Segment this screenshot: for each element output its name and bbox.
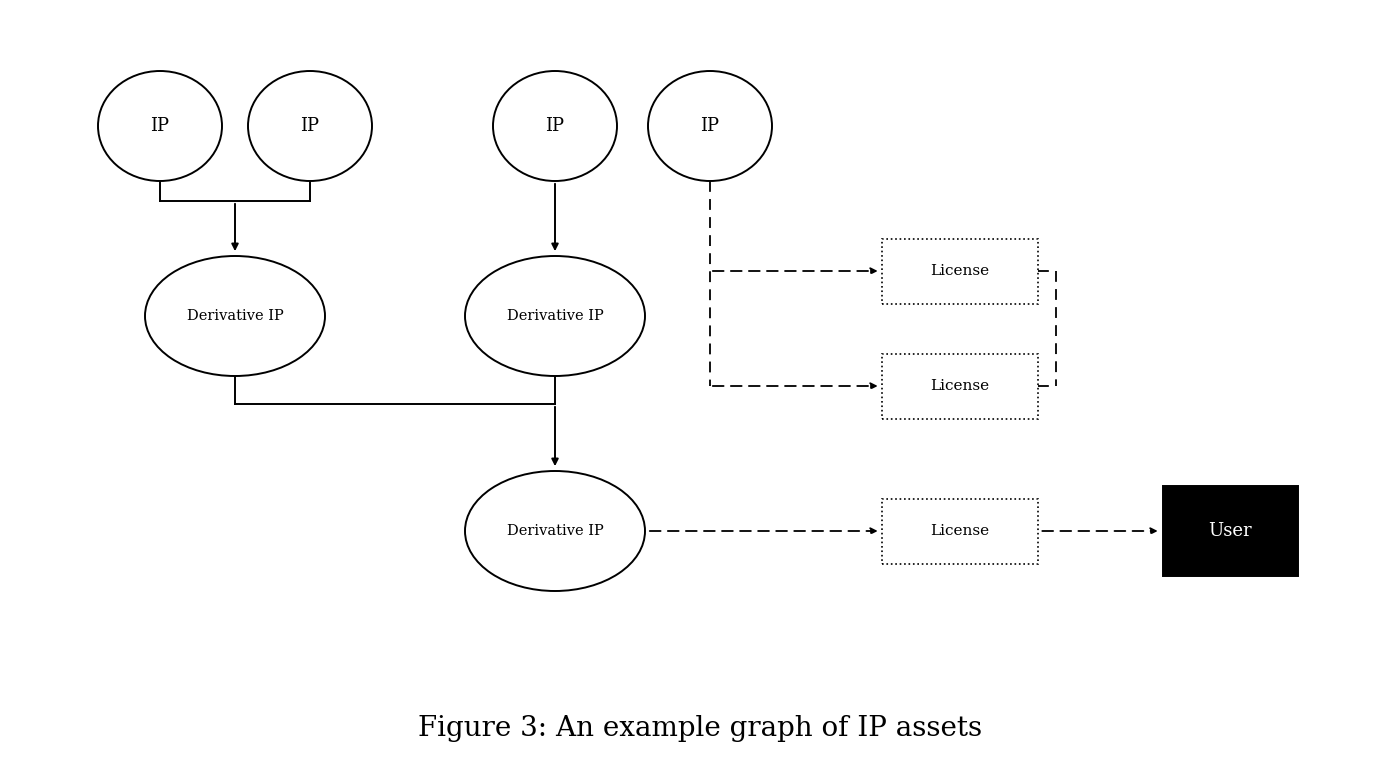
Text: IP: IP [151,117,169,135]
Ellipse shape [465,471,645,591]
Text: User: User [1208,522,1252,540]
Text: Derivative IP: Derivative IP [507,524,603,538]
Text: License: License [931,379,990,393]
Text: IP: IP [700,117,720,135]
Text: Figure 3: An example graph of IP assets: Figure 3: An example graph of IP assets [419,715,981,741]
Text: Derivative IP: Derivative IP [507,309,603,323]
Ellipse shape [146,256,325,376]
Text: License: License [931,524,990,538]
Bar [1162,486,1298,576]
Text: License: License [931,264,990,278]
Ellipse shape [98,71,223,181]
Ellipse shape [648,71,771,181]
Text: IP: IP [301,117,319,135]
Text: Derivative IP: Derivative IP [186,309,283,323]
Ellipse shape [465,256,645,376]
Text: IP: IP [546,117,564,135]
Bar [882,499,1037,564]
Ellipse shape [248,71,372,181]
Bar [882,238,1037,303]
Bar [882,353,1037,418]
Ellipse shape [493,71,617,181]
